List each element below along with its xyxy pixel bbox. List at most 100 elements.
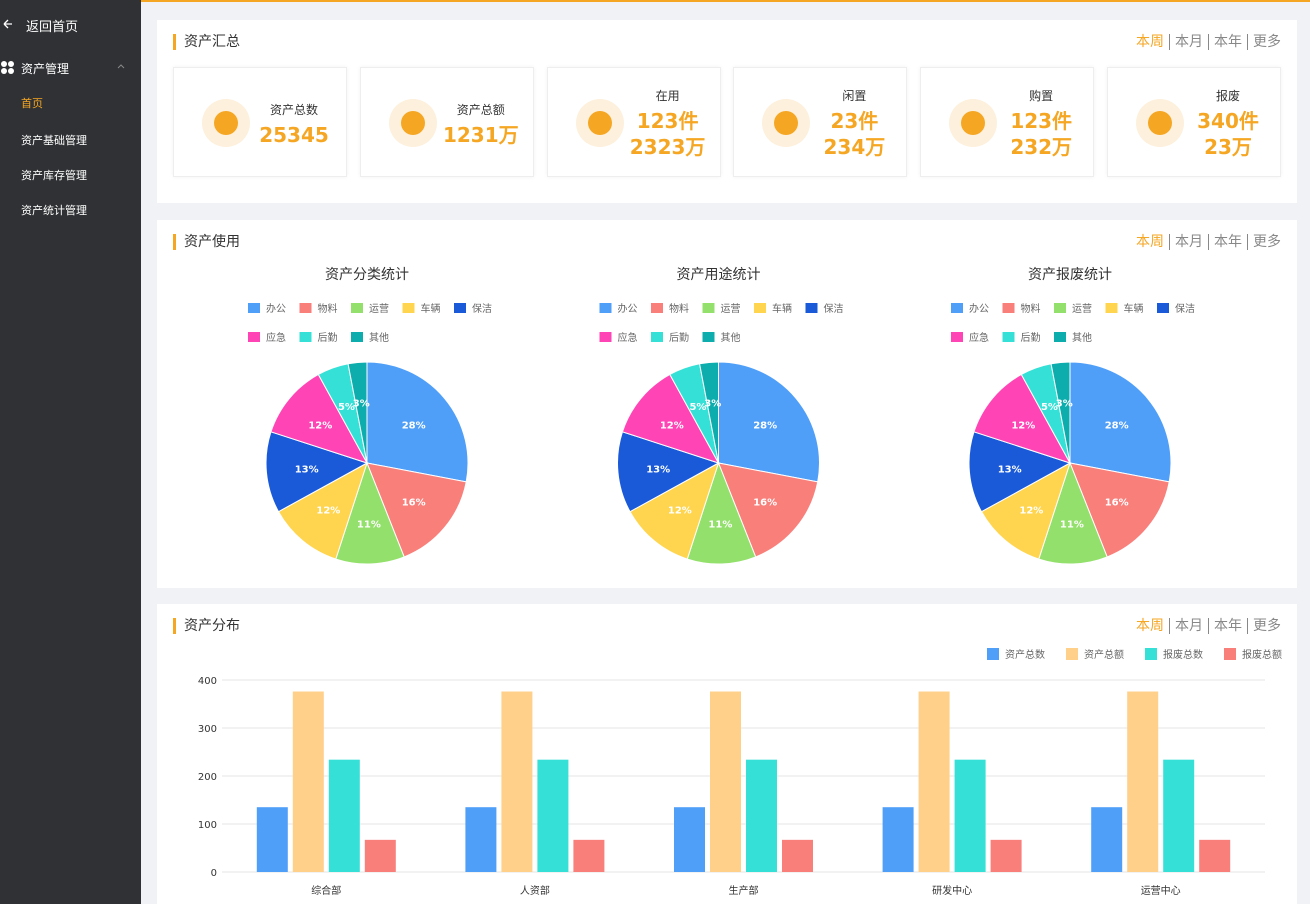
x-tick-label: 生产部: [729, 884, 759, 897]
filter-option[interactable]: 更多: [1247, 618, 1281, 634]
legend-label: 其他: [721, 331, 741, 344]
legend-label: 其他: [369, 331, 389, 344]
legend-swatch: [702, 303, 715, 313]
slice-label: 16%: [402, 498, 426, 509]
legend-swatch: [1002, 332, 1015, 342]
slice-label: 5%: [1041, 402, 1058, 413]
section-title: 资产分布: [173, 618, 240, 634]
y-tick-label: 100: [198, 820, 217, 831]
menu-item[interactable]: 资产基础管理: [21, 134, 87, 147]
legend-label: 资产总额: [1084, 648, 1124, 661]
legend-swatch: [454, 303, 466, 313]
legend-label: 报废总额: [1242, 648, 1282, 661]
slice-label: 16%: [753, 498, 777, 509]
bar: [882, 807, 914, 872]
filter-option[interactable]: 本月: [1169, 234, 1208, 250]
card-icon: [388, 99, 437, 147]
bar: [364, 839, 396, 872]
bar: [990, 839, 1022, 872]
slice-label: 5%: [338, 402, 355, 413]
legend-swatch: [1224, 648, 1236, 660]
filter-option[interactable]: 本周: [1136, 234, 1164, 250]
pie-slice: [968, 431, 1072, 513]
pie-slice: [277, 461, 368, 560]
slice-label: 12%: [660, 420, 684, 431]
legend-label: 办公: [266, 302, 286, 315]
pie-slice: [698, 361, 719, 464]
legend-label: 车辆: [421, 302, 441, 315]
slice-label: 5%: [689, 402, 706, 413]
slice-label: 11%: [708, 520, 732, 531]
slice-label: 13%: [998, 465, 1022, 476]
pie-slice: [265, 431, 369, 513]
pie-slice: [1069, 361, 1172, 483]
filter-option[interactable]: 更多: [1247, 34, 1281, 50]
slice-label: 13%: [646, 465, 670, 476]
bar: [918, 691, 950, 872]
stat-card: 购置 123件 232万: [920, 67, 1095, 177]
slice-label: 12%: [1011, 420, 1035, 431]
legend-label: 保洁: [824, 302, 844, 315]
card-label: 资产总额: [456, 103, 505, 117]
pie-slice: [366, 462, 467, 558]
menu-item[interactable]: 资产统计管理: [21, 204, 87, 217]
bar: [1091, 807, 1123, 872]
back-link[interactable]: 返回首页: [26, 20, 79, 35]
legend-label: 保洁: [472, 302, 492, 315]
legend-label: 后勤: [669, 331, 689, 344]
legend-label: 应急: [266, 331, 286, 344]
menu-item[interactable]: 首页: [21, 97, 43, 110]
slice-label: 3%: [704, 399, 721, 410]
legend-label: 物料: [1021, 302, 1041, 315]
filter-option[interactable]: 本月: [1169, 34, 1208, 50]
card-label: 在用: [655, 89, 680, 103]
stat-card: 资产总额 1231万: [359, 67, 534, 177]
legend-swatch: [1145, 648, 1157, 660]
x-tick-label: 运营中心: [1141, 884, 1181, 897]
legend-label: 办公: [618, 302, 638, 315]
summary-panel: 资产汇总 本周 本月 本年 更多 资产总数 25345 资产总额 1231万 在用 123件 23…: [157, 20, 1297, 203]
filter-option[interactable]: 本年: [1208, 618, 1247, 634]
card-label: 资产总数: [269, 103, 318, 117]
bar: [328, 759, 360, 872]
legend-swatch: [805, 303, 818, 313]
card-value: 340件: [1197, 109, 1259, 133]
menu-item[interactable]: 资产库存管理: [21, 169, 87, 182]
card-label: 购置: [1029, 89, 1054, 103]
card-icon: [762, 99, 811, 147]
filter-option[interactable]: 本年: [1208, 234, 1247, 250]
filter-option[interactable]: 更多: [1247, 234, 1281, 250]
legend-swatch: [351, 303, 363, 313]
slice-label: 28%: [753, 420, 777, 431]
filter-option[interactable]: 本周: [1136, 618, 1164, 634]
bar: [501, 691, 533, 872]
legend-label: 车辆: [772, 302, 792, 315]
legend-swatch: [987, 648, 999, 660]
slice-label: 12%: [1019, 506, 1043, 517]
distribution-panel: 资产分布 本周 本月 本年 更多 0 100 200 300 400 资产总数 资产总额 报废总数 报…: [157, 604, 1297, 904]
sidebar-icons: [1, 19, 125, 74]
legend-swatch: [651, 303, 663, 313]
card-value: 23件: [830, 109, 879, 133]
bar: [954, 759, 986, 872]
section-title: 资产使用: [173, 234, 240, 250]
pie-slice: [717, 462, 819, 558]
legend-swatch: [1002, 303, 1015, 313]
card-value: 25345: [259, 123, 329, 147]
top-accent: [141, 0, 1310, 2]
slice-label: 16%: [1105, 498, 1129, 509]
filter-option[interactable]: 本周: [1136, 34, 1164, 50]
card-value: 23万: [1204, 135, 1252, 159]
pie-slice: [617, 431, 720, 513]
menu-group[interactable]: 资产管理: [21, 62, 70, 76]
filter-option[interactable]: 本年: [1208, 34, 1247, 50]
legend-swatch: [299, 303, 312, 313]
filter-option[interactable]: 本月: [1169, 618, 1208, 634]
icon-dot: [774, 111, 799, 135]
legend-label: 办公: [969, 302, 989, 315]
period-filters: 本周 本月 本年 更多: [1131, 618, 1281, 634]
legend-swatch: [248, 303, 260, 313]
legend-label: 运营: [369, 302, 389, 315]
